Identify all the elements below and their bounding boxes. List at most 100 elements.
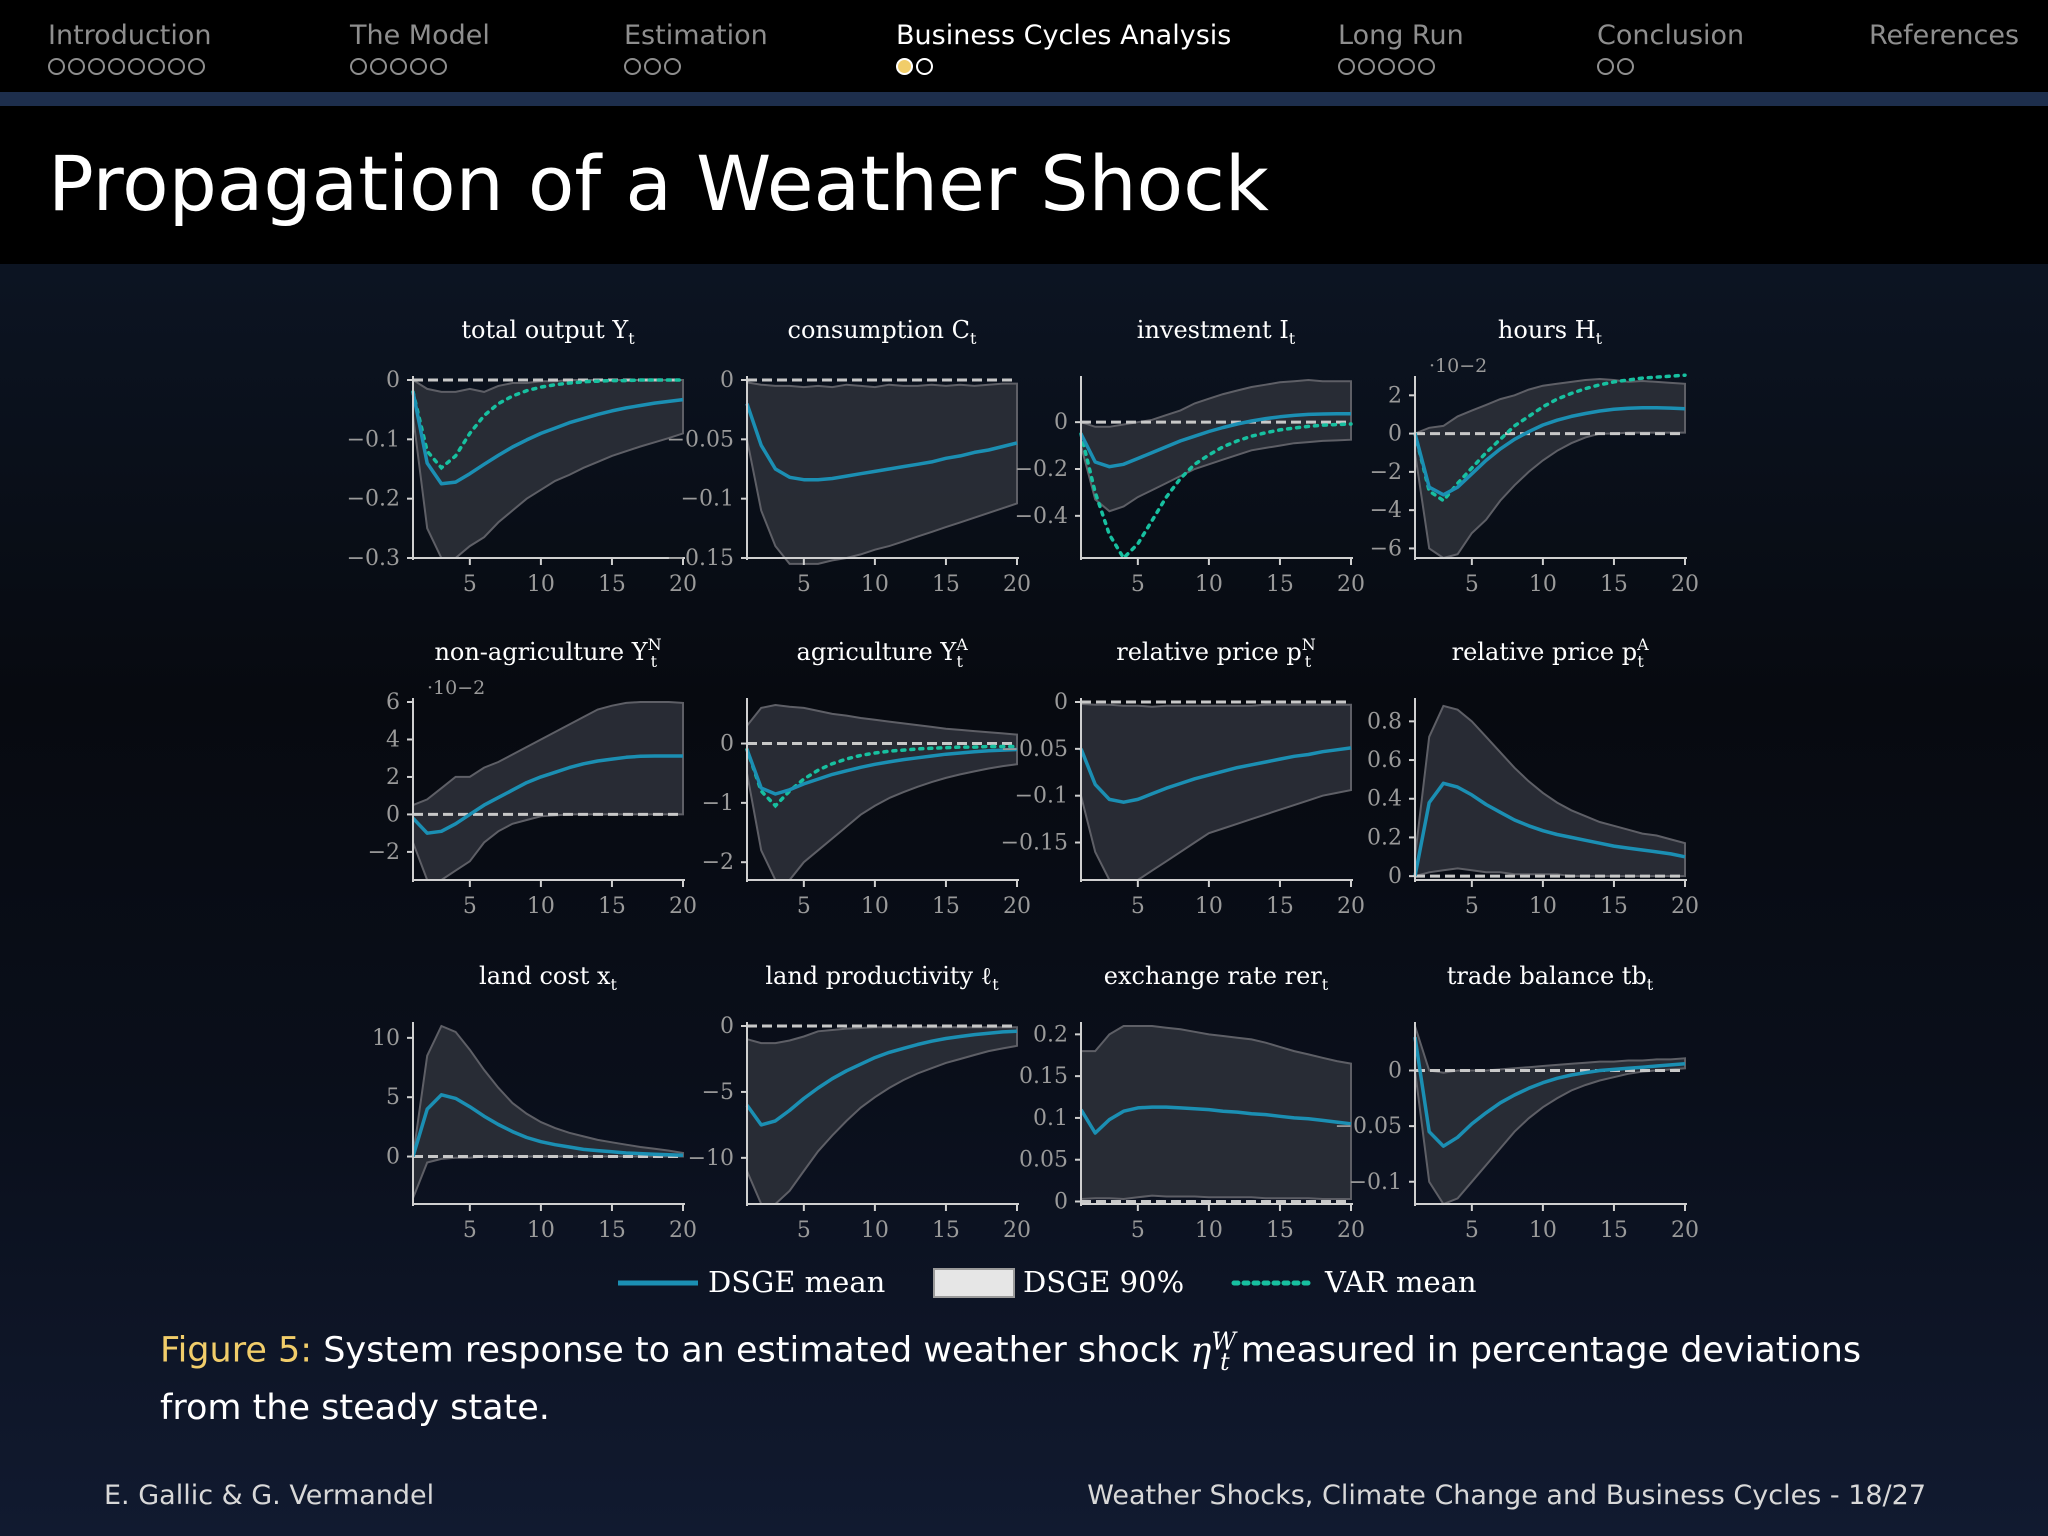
panel-title: non-agriculture YN t	[434, 635, 661, 671]
y-tick-label: 0	[720, 1014, 734, 1039]
x-tick-label: 20	[1003, 572, 1031, 597]
nav-subsection-dot[interactable]	[168, 58, 185, 75]
nav-subsection-dot[interactable]	[1597, 58, 1614, 75]
x-tick-label: 20	[669, 894, 697, 919]
nav-section-business-cycles-analysis[interactable]: Business Cycles Analysis	[896, 18, 1231, 88]
nav-section-label: Business Cycles Analysis	[896, 20, 1232, 51]
nav-subsection-dot[interactable]	[664, 58, 681, 75]
x-tick-label: 10	[861, 894, 889, 919]
x-tick-label: 15	[1600, 1218, 1628, 1243]
panel-title: agriculture YA t	[797, 635, 969, 671]
nav-subsection-dot[interactable]	[1358, 58, 1375, 75]
x-tick-label: 15	[598, 894, 626, 919]
nav-subsection-dot[interactable]	[1617, 58, 1634, 75]
nav-section-label: Introduction	[48, 20, 212, 51]
panel-title: exchange rate rert	[1104, 962, 1329, 994]
x-tick-label: 5	[463, 1218, 477, 1243]
nav-section-label: Long Run	[1338, 20, 1464, 51]
nav-subsection-dot[interactable]	[624, 58, 641, 75]
nav-subsection-dot[interactable]	[916, 58, 933, 75]
legend-dsge-mean-label: DSGE mean	[708, 1265, 885, 1299]
y-tick-label: 4	[386, 727, 400, 752]
var-mean-line	[745, 744, 1019, 809]
dsge-mean-line	[745, 403, 1018, 482]
x-tick-label: 15	[1266, 894, 1294, 919]
nav-subsection-dot[interactable]	[108, 58, 125, 75]
x-tick-label: 20	[669, 1218, 697, 1243]
slide-title: Propagation of a Weather Shock	[48, 139, 1269, 228]
confidence-band	[1080, 1025, 1352, 1201]
panel-title-superscript: A	[1636, 635, 1649, 654]
y-tick-label: 10	[372, 1026, 400, 1051]
x-tick-label: 20	[1671, 572, 1699, 597]
panel-title: relative price pN t	[1116, 635, 1316, 671]
panel-title-superscript: N	[648, 635, 662, 654]
y-tick-label: −0.05	[1001, 737, 1068, 762]
nav-section-conclusion[interactable]: Conclusion	[1597, 18, 1744, 88]
x-tick-label: 20	[1671, 1218, 1699, 1243]
x-tick-label: 15	[932, 1218, 960, 1243]
y-tick-label: 0	[386, 368, 400, 393]
confidence-band	[412, 701, 684, 881]
nav-subsection-dot[interactable]	[48, 58, 65, 75]
nav-subsection-dot[interactable]	[390, 58, 407, 75]
panel-title-subscript: t	[1305, 652, 1312, 671]
y-tick-label: 0	[720, 732, 734, 757]
y-tick-label: 0.2	[1033, 1022, 1068, 1047]
x-tick-label: 5	[1131, 1218, 1145, 1243]
panel-title: hours Ht	[1498, 316, 1603, 348]
panel-relative-price-p-n: 5 10 15 20 0 −0.05 −0.1 −0.15 relative price pN t	[1001, 635, 1365, 919]
nav-section-the-model[interactable]: The Model	[350, 18, 490, 88]
nav-subsection-dot[interactable]	[1338, 58, 1355, 75]
x-tick-label: 10	[861, 572, 889, 597]
y-tick-label: −0.2	[1015, 457, 1068, 482]
axis-scale-label: ·10−2	[427, 677, 485, 699]
nav-subsection-dot[interactable]	[370, 58, 387, 75]
nav-subsection-dot[interactable]	[644, 58, 661, 75]
panel-title: land productivity ℓt	[765, 962, 999, 994]
x-tick-label: 15	[1266, 1218, 1294, 1243]
panel-title-subscript: t	[628, 329, 635, 348]
panel-total-output-y: 5 10 15 20 0 −0.1 −0.2 −0.3 total output Yt	[347, 316, 697, 597]
x-tick-label: 10	[1195, 572, 1223, 597]
x-tick-label: 10	[861, 1218, 889, 1243]
nav-section-references[interactable]: References	[1869, 18, 2019, 88]
shock-symbol-sub: t	[1220, 1347, 1230, 1376]
panel-title-subscript: t	[1647, 975, 1654, 994]
nav-subsection-dot[interactable]	[410, 58, 427, 75]
nav-subsection-dot[interactable]	[896, 58, 913, 75]
panel-title: consumption Ct	[788, 316, 977, 348]
nav-section-long-run[interactable]: Long Run	[1338, 18, 1464, 88]
y-tick-label: 0.6	[1367, 748, 1402, 773]
x-tick-label: 20	[669, 572, 697, 597]
y-tick-label: 0.1	[1033, 1106, 1068, 1131]
confidence-band	[1414, 704, 1686, 878]
y-tick-label: 2	[386, 765, 400, 790]
y-tick-label: 0.05	[1019, 1148, 1068, 1173]
y-tick-label: −0.15	[667, 546, 734, 571]
confidence-band	[746, 381, 1018, 565]
x-tick-label: 15	[598, 1218, 626, 1243]
nav-subsection-dot[interactable]	[68, 58, 85, 75]
panel-title-subscript: t	[611, 975, 618, 994]
nav-section-estimation[interactable]: Estimation	[624, 18, 768, 88]
nav-subsection-dot[interactable]	[350, 58, 367, 75]
nav-subsection-dot[interactable]	[1398, 58, 1415, 75]
nav-subsection-dot[interactable]	[148, 58, 165, 75]
nav-subsection-dot[interactable]	[1418, 58, 1435, 75]
x-tick-label: 20	[1337, 894, 1365, 919]
y-tick-label: −6	[1370, 536, 1402, 561]
nav-subsection-dot[interactable]	[430, 58, 447, 75]
nav-subsection-dot[interactable]	[128, 58, 145, 75]
x-tick-label: 15	[1600, 572, 1628, 597]
nav-subsection-dot[interactable]	[1378, 58, 1395, 75]
nav-subsection-dot[interactable]	[188, 58, 205, 75]
shock-symbol-base: η	[1190, 1330, 1212, 1371]
confidence-band	[1414, 377, 1686, 560]
x-tick-label: 5	[1131, 894, 1145, 919]
y-tick-label: 2	[1388, 383, 1402, 408]
panel-title-subscript: t	[1289, 329, 1296, 348]
nav-section-introduction[interactable]: Introduction	[48, 18, 212, 88]
nav-subsection-dot[interactable]	[88, 58, 105, 75]
